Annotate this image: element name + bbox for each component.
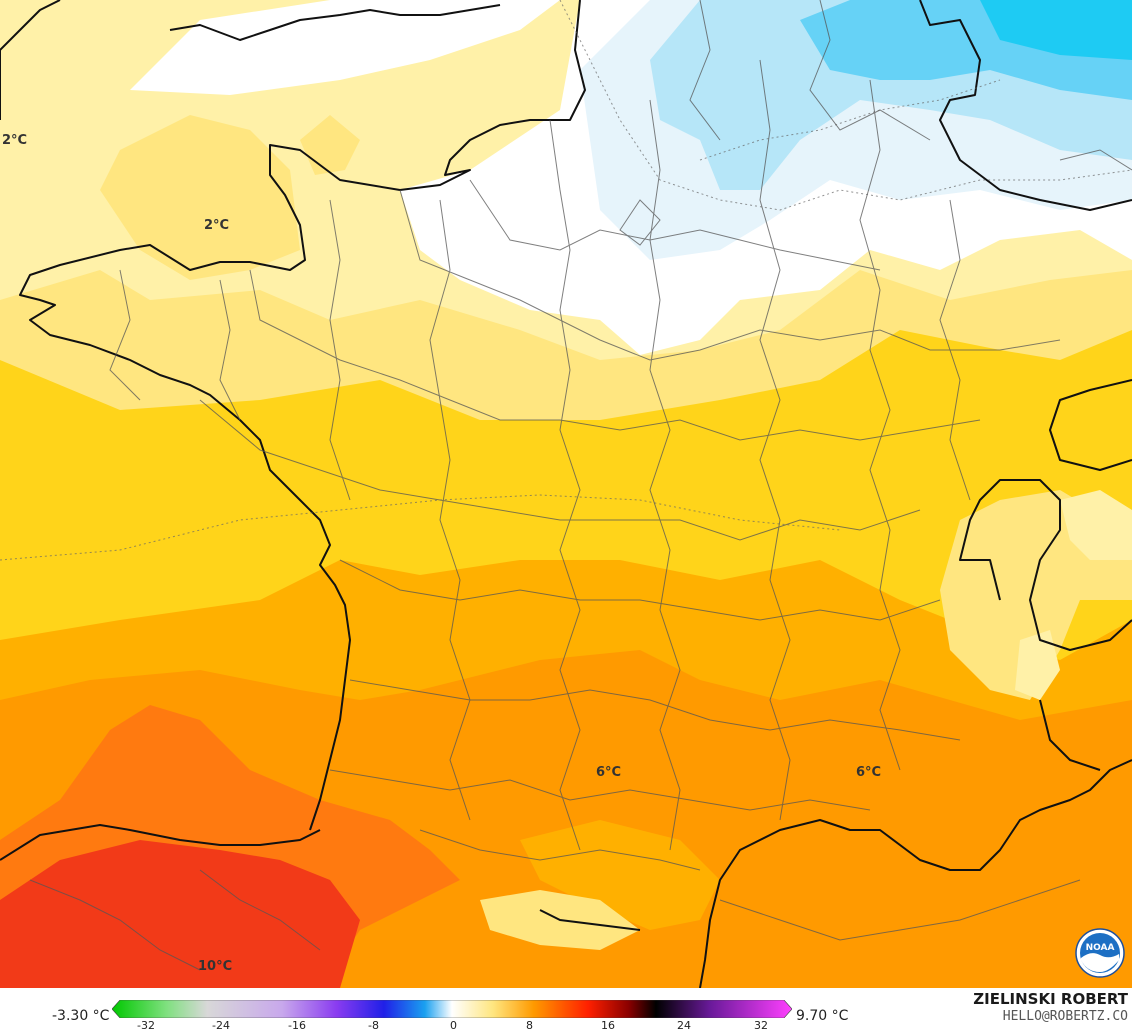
legend-tick: 8 (526, 1019, 533, 1032)
noaa-logo-text: NOAA (1086, 943, 1115, 953)
legend-tick: -32 (137, 1019, 155, 1032)
department-borders (29, 0, 1132, 971)
coastline-atlantic (19, 0, 586, 831)
noaa-logo: NOAA (1075, 928, 1125, 978)
legend-tick: -24 (212, 1019, 230, 1032)
legend-tick: -8 (368, 1019, 379, 1032)
legend-tick: 16 (601, 1019, 615, 1032)
zone-alps-pale (1060, 490, 1132, 560)
contour-lines (0, 0, 1132, 561)
legend-tick: 0 (450, 1019, 457, 1032)
temperature-map: 2°C 2°C 6°C 6°C 10°C (0, 0, 1132, 988)
coastline-spain-north (0, 824, 321, 861)
legend-footer: -3.30 °C -32 -24 -16 - (0, 988, 1132, 1035)
contact-email[interactable]: HELLO@ROBERTZ.CO (1002, 1009, 1128, 1024)
zone-red (0, 840, 360, 988)
map-svg (0, 0, 1132, 988)
coastline-uk (0, 0, 61, 120)
legend-min-value: -3.30 °C (52, 1008, 110, 1024)
zone-cyan (980, 0, 1132, 60)
legend-tick: 32 (754, 1019, 768, 1032)
coastlines (0, 0, 1132, 988)
border-east (1049, 379, 1132, 471)
coastline-mediterranean (699, 759, 1132, 988)
legend-tick: 24 (677, 1019, 691, 1032)
author-name: ZIELINSKI ROBERT (973, 990, 1128, 1008)
colorbar (112, 1000, 792, 1018)
zone-channel-white (130, 0, 560, 95)
border-alps-switzerland (959, 479, 1132, 651)
contour-label-6c-central: 6°C (596, 765, 622, 780)
border-andorra (539, 909, 641, 931)
contour-label-6c-east: 6°C (856, 765, 882, 780)
zone-brittany-yellow (100, 115, 300, 280)
contour-label-10c-south: 10°C (198, 959, 233, 974)
coastline-north (919, 0, 1132, 211)
legend-tick: -16 (288, 1019, 306, 1032)
zone-alps-pale-2 (1015, 630, 1060, 700)
legend-max-value: 9.70 °C (796, 1008, 849, 1024)
coastline-uk-south (169, 4, 501, 41)
contour-label-2c-west: 2°C (2, 133, 28, 148)
contour-label-2c-brittany: 2°C (204, 218, 230, 233)
border-italy (1039, 699, 1101, 771)
